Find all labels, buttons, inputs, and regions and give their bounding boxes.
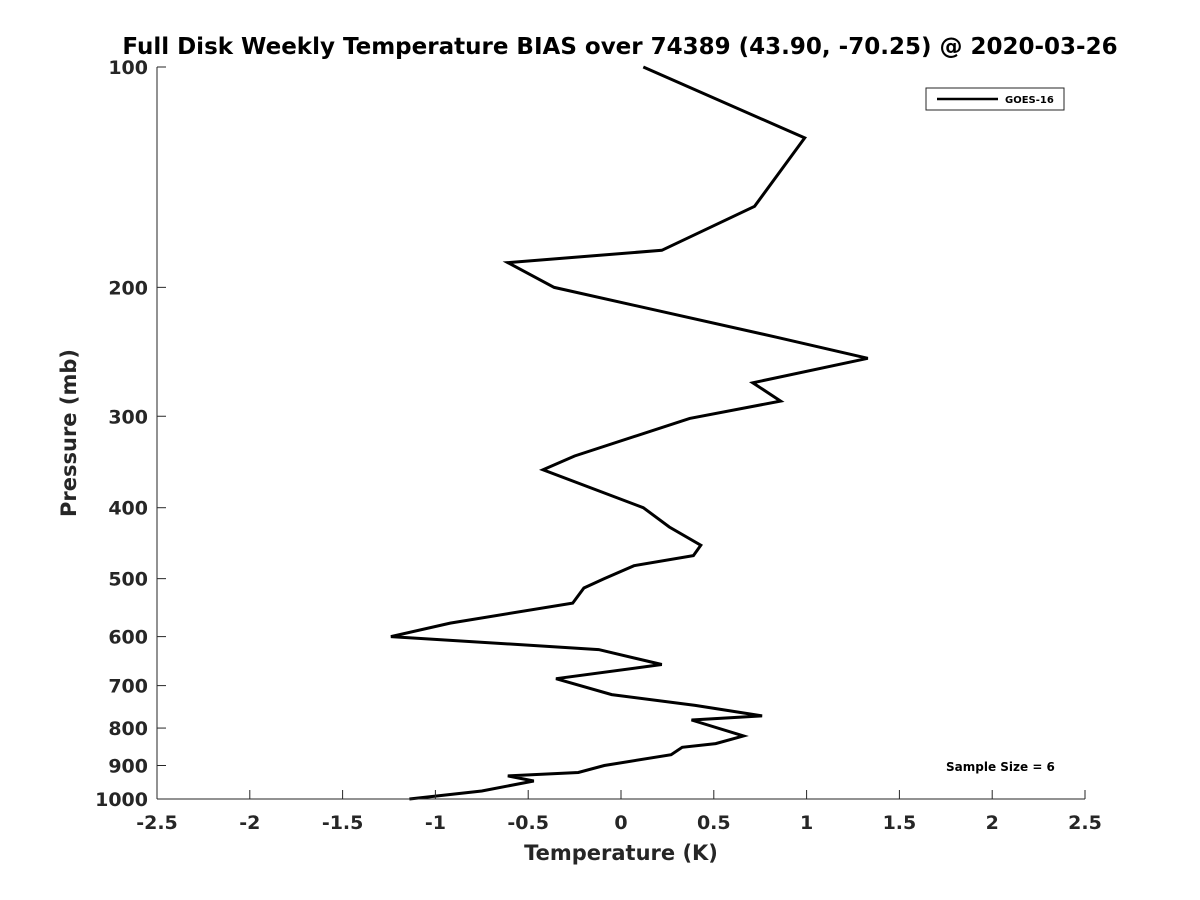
y-tick-label: 1000 xyxy=(95,789,148,811)
x-tick-label: -2.5 xyxy=(136,812,178,834)
x-tick-label: 1 xyxy=(800,812,813,834)
y-tick-label: 400 xyxy=(108,498,148,520)
series-layer xyxy=(390,65,869,801)
series-line-goes-16 xyxy=(390,65,869,801)
x-tick-label: -0.5 xyxy=(507,812,549,834)
chart-title: Full Disk Weekly Temperature BIAS over 7… xyxy=(122,34,1117,60)
x-tick-label: -1.5 xyxy=(322,812,364,834)
x-tick-label: 0.5 xyxy=(697,812,731,834)
y-tick-label: 100 xyxy=(108,57,148,79)
y-ticks: 100 200 300 400 500 600 700 800 900 1000 xyxy=(95,57,166,811)
x-ticks: -2.5 -2 -1.5 -1 -0.5 0 0.5 1 1.5 2 2.5 xyxy=(136,790,1102,834)
y-axis-label: Pressure (mb) xyxy=(57,349,81,517)
legend: GOES-16 xyxy=(925,87,1065,111)
y-tick-label: 500 xyxy=(108,569,148,591)
plot-area xyxy=(157,67,1085,799)
x-axis-label: Temperature (K) xyxy=(524,841,718,865)
x-tick-label: -2 xyxy=(239,812,260,834)
y-tick-label: 200 xyxy=(108,277,148,299)
x-tick-label: 2 xyxy=(986,812,999,834)
y-tick-label: 600 xyxy=(108,627,148,649)
x-tick-label: 2.5 xyxy=(1068,812,1102,834)
legend-entry-goes-16: GOES-16 xyxy=(1005,95,1054,106)
x-tick-label: 1.5 xyxy=(883,812,917,834)
y-tick-label: 300 xyxy=(108,406,148,428)
y-tick-label: 700 xyxy=(108,676,148,698)
x-tick-label: -1 xyxy=(425,812,446,834)
x-tick-label: 0 xyxy=(614,812,627,834)
y-tick-label: 900 xyxy=(108,756,148,778)
sample-size-annotation: Sample Size = 6 xyxy=(946,760,1055,774)
y-tick-label: 800 xyxy=(108,718,148,740)
